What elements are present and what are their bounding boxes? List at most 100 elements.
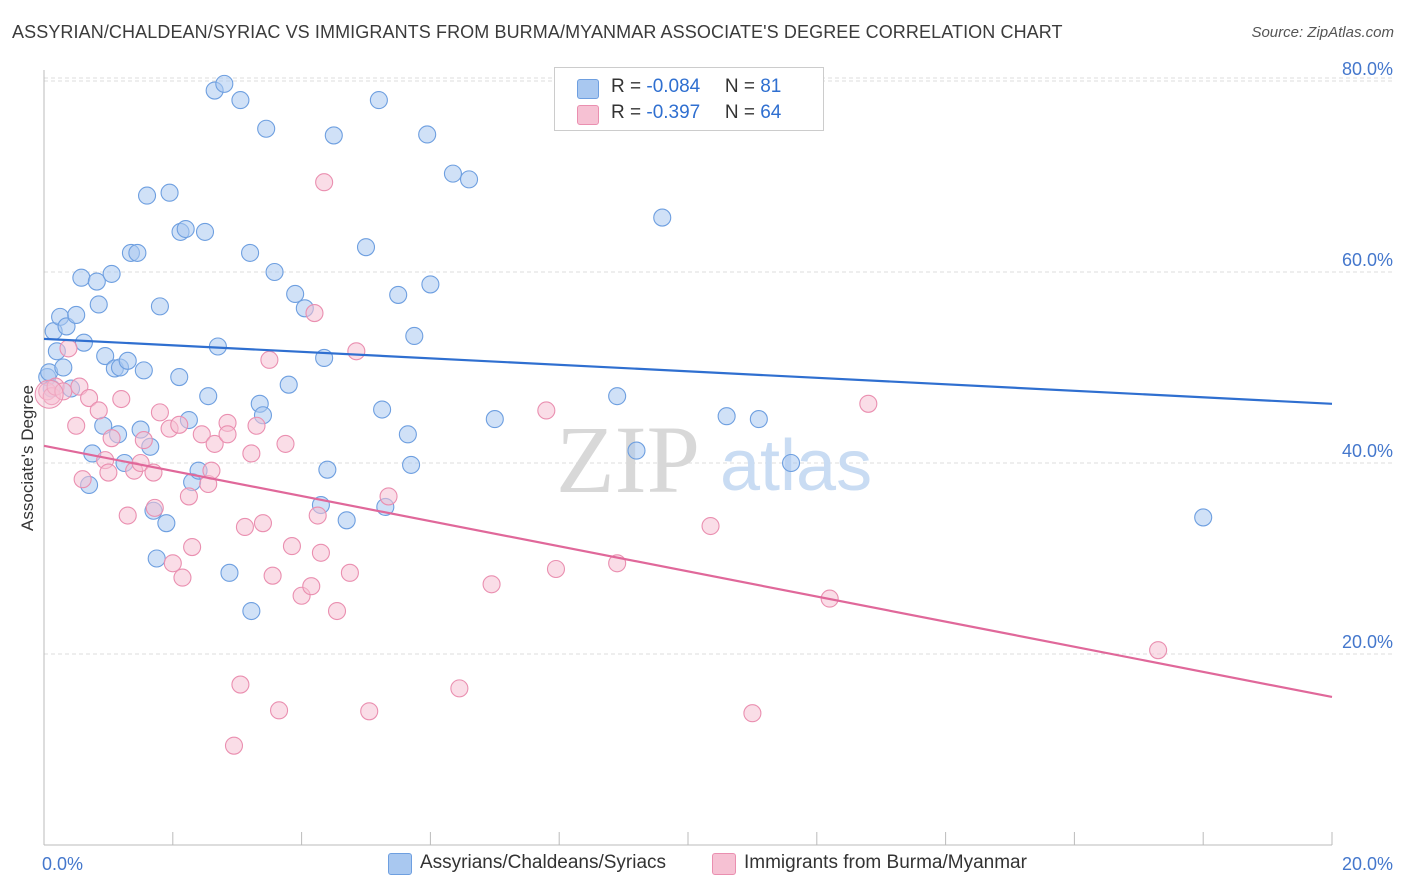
point-burma [134,431,153,450]
point-burma [235,517,254,537]
point-burma [102,429,121,448]
point-assyrians [74,333,93,352]
point-assyrians [96,346,115,366]
point-burma [482,575,501,594]
point-burma [224,736,244,755]
point-assyrians [265,262,284,282]
point-burma [450,679,469,698]
point-assyrians [324,126,343,145]
point-assyrians [54,358,73,377]
point-assyrians [199,387,218,406]
point-assyrians [176,219,195,239]
point-burma [743,704,762,723]
bottom-legend-label: Immigrants from Burma/Myanmar [744,852,1027,873]
legend-n-value: 81 [760,76,782,97]
point-assyrians [608,387,627,406]
legend-r-value: -0.397 [646,102,701,123]
legend-n-value: 64 [760,102,782,123]
point-burma [145,498,164,517]
point-burma [73,470,92,489]
point-burma [150,403,169,422]
legend-r-label: R = [611,76,647,97]
point-assyrians [1194,508,1213,527]
point-assyrians [118,351,137,370]
point-burma [183,537,202,557]
point-assyrians [653,208,672,227]
point-assyrians [418,125,437,144]
point-burma [360,702,379,721]
watermark: ZIP atlas [556,406,872,513]
point-burma [253,514,273,533]
point-assyrians [421,275,440,294]
point-burma [859,394,878,413]
point-assyrians [150,297,169,316]
point-burma [118,506,137,525]
point-assyrians [781,453,801,473]
point-burma [1149,641,1168,660]
x-tick-label-start: 0.0% [42,854,83,874]
point-burma [308,506,327,525]
point-assyrians [485,410,504,429]
point-burma [263,566,282,585]
point-assyrians [389,285,408,304]
point-burma [192,425,211,444]
point-burma [170,415,189,434]
point-burma [379,487,398,506]
trend-line-burma [43,444,1333,699]
point-assyrians [67,305,86,325]
point-assyrians [231,91,250,110]
stats-legend: R = -0.084 N = 81 R = -0.397 N = 64 [554,67,824,131]
bottom-legend-swatch-pink [712,853,736,875]
point-burma [89,401,108,420]
legend-r-value: -0.084 [646,76,701,97]
point-assyrians [405,326,424,346]
watermark-zip: ZIP [556,406,700,513]
point-assyrians [87,272,106,291]
point-assyrians [72,268,91,287]
point-burma [282,537,301,556]
legend-swatch-blue [577,79,599,99]
point-burma [179,487,198,506]
point-assyrians [134,361,153,380]
point-assyrians [195,222,215,241]
point-assyrians [89,295,108,314]
point-burma [305,304,324,323]
point-assyrians [242,601,261,621]
point-burma [112,389,131,409]
y-tick-label: 40.0% [1342,441,1393,461]
legend-n-label: N = [724,102,761,123]
trend-line-assyrians [43,337,1333,405]
point-burma [311,543,330,562]
point-assyrians [279,375,298,394]
x-tick-labels: 0.0% 20.0% [42,854,1393,874]
legend-swatch-pink [577,105,599,125]
y-tick-label: 80.0% [1342,59,1393,79]
point-assyrians [257,119,276,138]
point-assyrians [147,549,166,568]
point-burma [205,434,224,453]
x-tick-marks [43,832,1333,845]
point-assyrians [137,186,157,205]
point-assyrians [128,243,147,262]
point-burma [218,425,237,444]
point-burma [347,342,366,361]
point-burma [67,416,86,435]
point-burma [315,173,334,192]
point-assyrians [215,74,234,93]
point-burma [276,434,295,453]
point-assyrians [717,407,736,426]
source-credit: Source: ZipAtlas.com [1251,24,1394,41]
point-assyrians [337,511,356,530]
point-burma [340,563,359,582]
point-burma [247,416,266,435]
bottom-legend-swatch-blue [388,853,412,875]
point-assyrians [220,563,239,582]
chart-title: ASSYRIAN/CHALDEAN/SYRIAC VS IMMIGRANTS F… [12,22,1063,42]
point-assyrians [369,91,388,110]
legend-n-label: N = [724,76,761,97]
point-assyrians [749,410,768,429]
point-assyrians [286,284,305,304]
point-burma [302,577,321,596]
point-burma [231,675,250,694]
point-assyrians [398,425,417,444]
